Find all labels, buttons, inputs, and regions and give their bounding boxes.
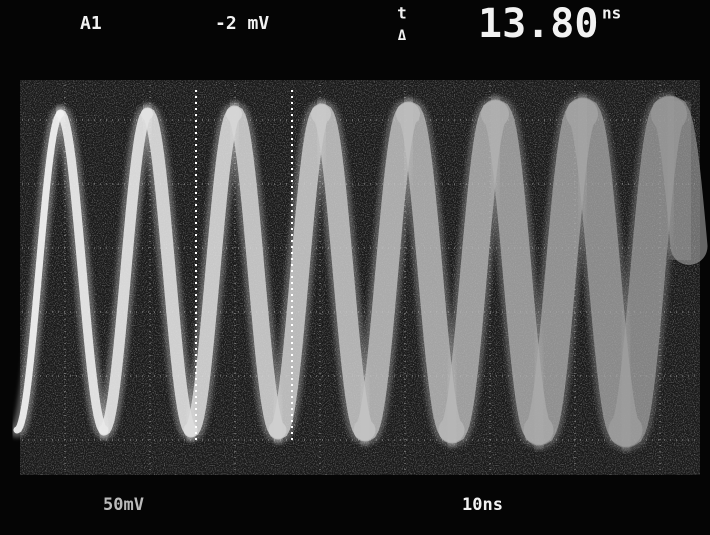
oscilloscope-screen: A1 -2 mV t Δ 13.80 ns 50mV 10ns: [0, 0, 710, 535]
time-per-div: 10ns: [462, 495, 503, 515]
channel-label: A1: [80, 13, 102, 34]
delta-label: t: [397, 4, 407, 23]
reading-value: 13.80: [478, 1, 598, 47]
delta-symbol: Δ: [398, 28, 407, 44]
reading-unit: ns: [602, 4, 621, 23]
trace: [670, 114, 690, 246]
trigger-level: -2 mV: [215, 13, 269, 34]
volts-per-div: 50mV: [103, 495, 144, 515]
